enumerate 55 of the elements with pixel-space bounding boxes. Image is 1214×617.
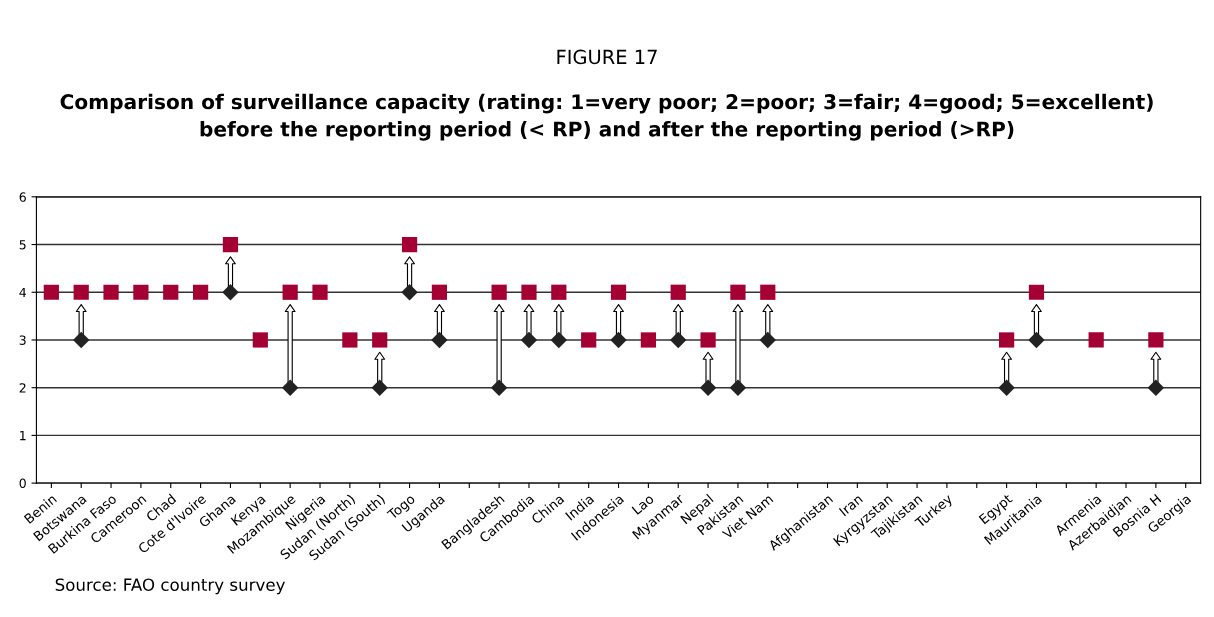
point xyxy=(490,379,508,396)
point xyxy=(670,284,686,300)
point xyxy=(1088,332,1104,348)
point xyxy=(550,331,568,349)
point xyxy=(431,284,448,300)
point xyxy=(520,331,538,349)
point xyxy=(1028,284,1045,300)
point xyxy=(222,236,239,253)
point xyxy=(372,332,388,348)
point xyxy=(699,379,717,396)
point xyxy=(163,284,179,300)
point xyxy=(491,284,507,300)
point xyxy=(729,379,747,396)
point xyxy=(1028,331,1045,349)
point xyxy=(759,331,777,349)
point xyxy=(431,331,448,349)
chart-title: FIGURE 17 xyxy=(557,49,657,65)
chart-subtitle: Comparison of surveillance capacity (rating: 1=very poor; 2=poor; 3=fair; 4=good; 5=excellent) before the reporting period (< RP) and after the reporting period (>RP) xyxy=(60,93,1153,141)
point xyxy=(103,284,119,300)
point xyxy=(730,284,746,300)
point xyxy=(551,284,567,300)
point xyxy=(998,379,1015,396)
y-tick-label: 0 xyxy=(19,478,26,489)
point xyxy=(401,236,418,253)
point xyxy=(670,331,687,349)
point xyxy=(342,332,358,348)
point xyxy=(222,284,239,301)
point xyxy=(193,284,209,300)
y-tick-label: 4 xyxy=(19,287,26,297)
point xyxy=(43,284,59,300)
point xyxy=(1147,379,1165,396)
point xyxy=(999,332,1015,348)
source-note: Source: FAO country survey xyxy=(55,578,285,595)
point xyxy=(72,331,90,349)
point xyxy=(281,379,299,396)
point xyxy=(610,331,627,349)
point xyxy=(1148,332,1164,348)
point xyxy=(640,332,656,348)
point xyxy=(282,284,298,300)
y-tick-label: 3 xyxy=(19,335,26,345)
point xyxy=(312,284,328,300)
y-tick-label: 5 xyxy=(19,240,26,250)
y-tick-label: 6 xyxy=(19,192,26,202)
point xyxy=(521,284,537,300)
y-tick-label: 1 xyxy=(20,431,26,441)
point xyxy=(700,332,716,348)
point xyxy=(581,332,597,348)
point xyxy=(401,284,418,301)
point xyxy=(252,332,268,348)
point xyxy=(133,284,149,300)
point xyxy=(760,284,776,300)
y-tick-label: 2 xyxy=(19,383,26,393)
point xyxy=(371,379,388,396)
point xyxy=(610,284,627,300)
point xyxy=(73,284,89,300)
